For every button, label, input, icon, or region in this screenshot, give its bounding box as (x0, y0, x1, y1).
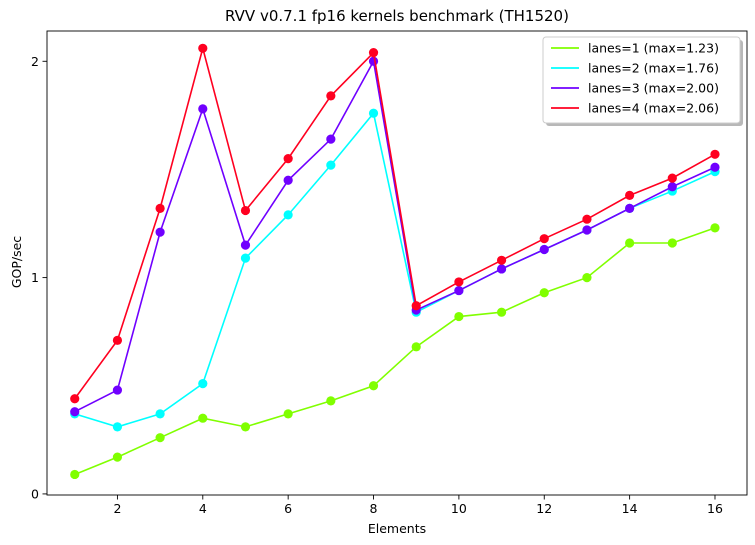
data-point (283, 154, 293, 164)
data-point (198, 104, 208, 114)
data-point (582, 214, 592, 224)
data-point (411, 301, 421, 311)
legend-entry: lanes=3 (max=2.00) (551, 81, 719, 96)
x-tick-label: 16 (707, 501, 723, 516)
legend-label: lanes=4 (max=2.06) (588, 101, 719, 116)
x-tick-label: 4 (199, 501, 207, 516)
data-point (112, 335, 123, 345)
data-point (112, 385, 123, 395)
data-point (283, 210, 293, 220)
data-point (155, 203, 165, 213)
data-point (70, 407, 80, 417)
x-tick-label: 12 (536, 501, 552, 516)
data-point (155, 227, 165, 237)
legend-entry: lanes=1 (max=1.23) (551, 41, 719, 56)
data-point (454, 311, 464, 322)
data-point (326, 134, 336, 144)
legend: lanes=1 (max=1.23) lanes=2 (max=1.76) lane… (542, 36, 743, 126)
data-point (70, 469, 80, 480)
data-point (368, 56, 379, 66)
data-point (625, 190, 635, 201)
series-line-4 (74, 45, 716, 400)
legend-box (542, 36, 741, 124)
series-line-2 (74, 111, 716, 428)
data-point (155, 433, 165, 443)
data-point (710, 149, 720, 159)
data-point (112, 422, 123, 432)
data-point (283, 175, 293, 185)
data-point (710, 223, 720, 233)
data-point (496, 255, 507, 265)
data-point (240, 240, 251, 250)
data-point (70, 394, 80, 404)
y-axis-label: GOP/sec (9, 236, 24, 288)
chart-title: RVV v0.7.1 fp16 kernels benchmark (TH152… (225, 7, 569, 25)
legend-label: lanes=1 (max=1.23) (588, 41, 719, 56)
data-point (240, 253, 251, 263)
plot-frame (46, 30, 748, 496)
data-point (112, 452, 123, 462)
data-point (240, 422, 251, 432)
x-tick-label: 2 (113, 501, 121, 516)
data-point (283, 409, 293, 419)
legend-entry: lanes=4 (max=2.06) (551, 101, 719, 116)
data-point (411, 342, 421, 352)
data-point (198, 43, 208, 53)
data-point (326, 160, 336, 170)
data-point (326, 91, 336, 101)
legend-label: lanes=3 (max=2.00) (588, 81, 719, 96)
data-point (625, 238, 635, 248)
data-point (240, 205, 251, 216)
data-point (496, 264, 507, 274)
data-point (368, 381, 379, 391)
data-point (582, 273, 592, 283)
data-point (667, 173, 677, 183)
data-point (539, 288, 549, 298)
legend-label: lanes=2 (max=1.76) (588, 61, 719, 76)
x-tick-label: 8 (370, 501, 378, 516)
data-point (625, 203, 635, 213)
data-point (198, 378, 208, 389)
data-point (539, 244, 549, 255)
x-tick-label: 10 (451, 501, 467, 516)
x-axis-label: Elements (368, 521, 426, 536)
x-tick-label: 6 (284, 501, 292, 516)
data-point (582, 225, 592, 235)
data-point (539, 234, 549, 244)
series-1 (70, 223, 720, 480)
y-tick-label: 2 (31, 54, 39, 69)
series-line-1 (74, 227, 716, 476)
data-point (155, 409, 165, 419)
data-point (368, 108, 379, 118)
legend-entry: lanes=2 (max=1.76) (551, 61, 719, 76)
data-point (454, 277, 464, 287)
y-tick-label: 1 (31, 270, 39, 285)
data-point (368, 48, 379, 58)
series-line-3 (74, 58, 716, 413)
data-point (454, 285, 464, 296)
data-point (496, 307, 507, 317)
data-point (667, 238, 677, 248)
series-4 (70, 43, 720, 404)
series-layer (70, 43, 720, 480)
data-point (198, 413, 208, 423)
data-point (667, 182, 677, 192)
data-point (710, 162, 720, 172)
y-tick-label: 0 (31, 486, 39, 501)
x-tick-label: 14 (622, 501, 638, 516)
data-point (326, 396, 336, 406)
series-2 (70, 108, 720, 432)
